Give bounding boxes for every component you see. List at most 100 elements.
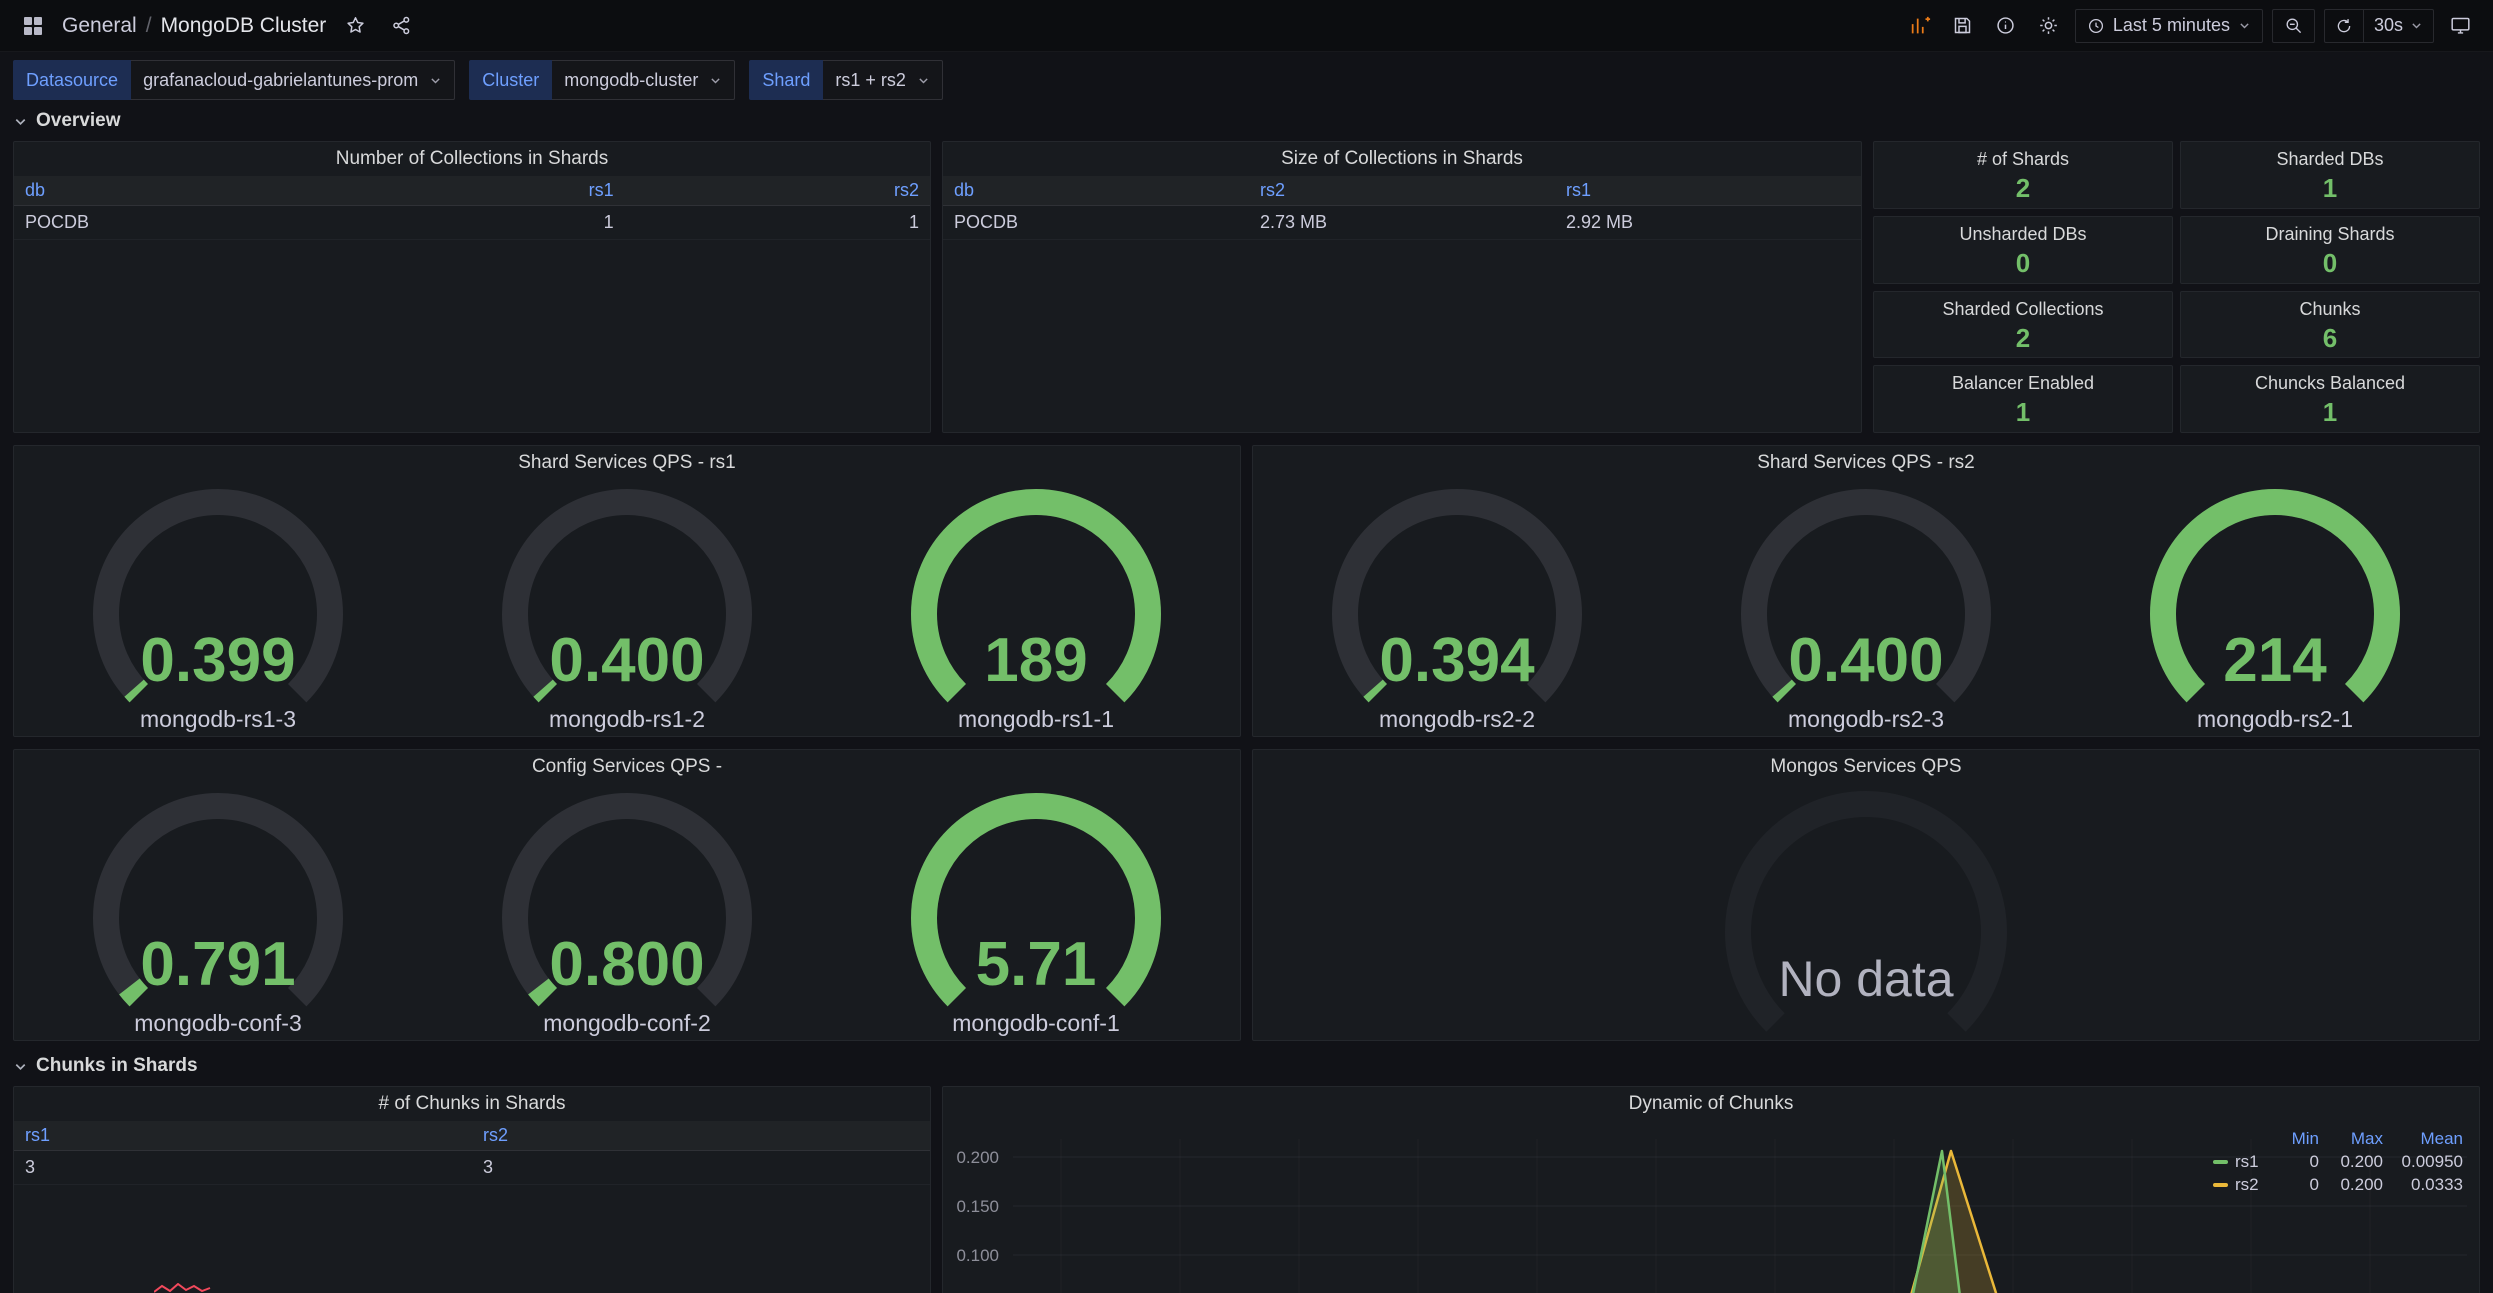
gauge-value-arc	[1772, 679, 1797, 703]
legend-header-mean[interactable]: Mean	[2420, 1129, 2463, 1148]
gauge-mongodb-conf-3: 0.791 mongodb-conf-3	[93, 793, 344, 1036]
gauge-track	[1725, 790, 2007, 1032]
variable-datasource: Datasource grafanacloud-gabrielantunes-pr…	[13, 60, 456, 100]
table-cell: 2.73 MB	[1260, 212, 1328, 232]
apps-grid-icon[interactable]	[16, 9, 50, 43]
gauge-value: 0.399	[141, 626, 296, 695]
gauge-track	[93, 489, 344, 703]
add-panel-button[interactable]	[1903, 9, 1937, 43]
dashboard: Overview Number of Collections in Shards…	[0, 108, 2493, 1293]
gauge-series-label: mongodb-conf-2	[543, 1010, 711, 1036]
view-mode-button[interactable]	[2443, 9, 2477, 43]
panel-config-qps: Config Services QPS - 0.791 mongodb-conf-…	[13, 749, 1241, 1041]
size-table: db rs2 rs1 POCDB 2.73 MB 2.92 MB	[943, 176, 1861, 240]
column-header-db[interactable]: db	[25, 180, 46, 200]
refresh-button[interactable]	[2325, 10, 2363, 42]
gauge-group: 0.394 mongodb-rs2-2 0.400 mongodb-rs2-3 214 m…	[1253, 482, 2479, 734]
time-series-plot[interactable]: 0.200 0.150 0.100	[943, 1121, 2479, 1293]
gauge-track	[1332, 489, 1583, 703]
panel-title[interactable]: Size of Collections in Shards	[1281, 148, 1523, 169]
apps-grid-icon	[24, 16, 42, 35]
stat-panel-balancer-enabled: Balancer Enabled 1	[1873, 365, 2173, 433]
section-overview[interactable]: Overview	[13, 108, 2480, 134]
gauge-series-label: mongodb-rs2-2	[1379, 706, 1535, 732]
variable-value-dropdown[interactable]: mongodb-cluster	[552, 60, 736, 100]
save-icon	[1955, 17, 1971, 34]
variable-value-dropdown[interactable]: rs1 + rs2	[823, 60, 943, 100]
panel-title[interactable]: Shard Services QPS - rs1	[518, 452, 736, 473]
panel-title[interactable]: Balancer Enabled	[1951, 373, 2095, 394]
table-cell: 3	[25, 1157, 36, 1177]
star-button[interactable]	[338, 9, 372, 43]
no-data-text: No data	[1778, 951, 1953, 1007]
panel-title[interactable]: Chunks	[2299, 298, 2361, 319]
legend-series-rs1[interactable]: rs1	[2213, 1150, 2273, 1173]
panel-title[interactable]: Draining Shards	[2265, 223, 2395, 244]
column-header-rs1[interactable]: rs1	[1566, 180, 1592, 200]
panel-title[interactable]: Dynamic of Chunks	[1628, 1093, 1794, 1114]
variable-value-dropdown[interactable]: grafanacloud-gabrielantunes-prom	[131, 60, 456, 100]
legend-header-max[interactable]: Max	[2350, 1129, 2383, 1148]
column-header-rs1[interactable]: rs1	[25, 1125, 51, 1145]
column-header-rs2[interactable]: rs2	[1260, 180, 1286, 200]
legend-row-rs1: rs1 0 0.200 0.00950	[2213, 1150, 2463, 1173]
legend-swatch	[2213, 1159, 2228, 1164]
table-row: POCDB 1 1	[14, 206, 930, 240]
panel-title[interactable]: # of Shards	[1976, 149, 2070, 169]
gauge-cell-mongodb-conf-2: 0.800 mongodb-conf-2	[423, 786, 832, 1038]
share-button[interactable]	[384, 9, 418, 43]
time-range-picker[interactable]: Last 5 minutes	[2074, 8, 2263, 43]
panel-title[interactable]: Shard Services QPS - rs2	[1757, 452, 1975, 473]
table-header-row: db rs2 rs1	[943, 176, 1861, 206]
gauge-mongodb-conf-2: 0.800 mongodb-conf-2	[502, 793, 752, 1036]
panel-title[interactable]: Sharded DBs	[2276, 149, 2384, 169]
dashboard-insights-button[interactable]	[1989, 9, 2023, 43]
column-header-rs2[interactable]: rs2	[893, 180, 919, 200]
legend-series-rs2[interactable]: rs2	[2213, 1173, 2273, 1196]
panel-title[interactable]: # of Chunks in Shards	[378, 1093, 566, 1114]
gauge-value-arc	[533, 679, 558, 703]
table-header-row: rs1 rs2	[14, 1121, 930, 1151]
legend-mean: 0.00950	[2401, 1152, 2463, 1171]
stat-value: 2	[2015, 322, 2031, 353]
column-header-rs2[interactable]: rs2	[483, 1125, 509, 1145]
empty-gauge: No data	[1725, 790, 2007, 1032]
stat-value: 2	[2015, 173, 2031, 203]
stat-value: 1	[2322, 397, 2338, 428]
star-icon	[347, 17, 364, 33]
legend-row-rs2: rs2 0 0.200 0.0333	[2213, 1173, 2463, 1196]
panel-title[interactable]: Unsharded DBs	[1959, 223, 2087, 244]
stat-panel-sharded-dbs: Sharded DBs 1	[2180, 141, 2480, 209]
legend-header-min[interactable]: Min	[2291, 1129, 2319, 1148]
column-header-rs1[interactable]: rs1	[588, 180, 614, 200]
gauge-cell-mongodb-rs1-3: 0.399 mongodb-rs1-3	[14, 482, 423, 734]
panel-title[interactable]: Chuncks Balanced	[2254, 373, 2406, 394]
chevron-down-icon	[431, 77, 440, 84]
gauge-mongodb-rs1-3: 0.399 mongodb-rs1-3	[93, 489, 344, 732]
column-header-db[interactable]: db	[954, 180, 975, 200]
refresh-interval-dropdown[interactable]: 30s	[2362, 9, 2433, 42]
panel-title[interactable]: Mongos Services QPS	[1770, 756, 1962, 777]
panel-title[interactable]: Number of Collections in Shards	[335, 148, 609, 169]
gauge-cell-mongodb-conf-1: 5.71 mongodb-conf-1	[831, 786, 1240, 1038]
refresh-icon	[2337, 18, 2351, 32]
stat-value: 1	[2322, 173, 2338, 203]
section-chunks-in-shards[interactable]: Chunks in Shards	[13, 1053, 2480, 1079]
zoom-out-time-button[interactable]	[2271, 8, 2315, 43]
chevron-down-icon	[15, 1063, 26, 1070]
panel-title[interactable]: Config Services QPS -	[531, 756, 723, 777]
chevron-down-icon	[2412, 23, 2421, 29]
breadcrumb-folder[interactable]: General	[62, 13, 137, 37]
save-dashboard-button[interactable]	[1946, 9, 1980, 43]
chevron-down-icon	[919, 77, 928, 84]
panel-title[interactable]: Sharded Collections	[1942, 298, 2104, 319]
dashboard-settings-button[interactable]	[2032, 9, 2066, 43]
gear-icon	[2040, 17, 2058, 34]
top-nav: General / MongoDB Cluster Last 5 minutes	[0, 0, 2493, 52]
section-title: Chunks in Shards	[36, 1055, 198, 1076]
share-icon	[393, 16, 410, 35]
gauge-group: 0.399 mongodb-rs1-3 0.400 mongodb-rs1-2 189 m…	[14, 482, 1240, 734]
table-cell: 1	[908, 212, 919, 232]
table-header-row: db rs1 rs2	[14, 176, 930, 206]
stat-panel-unsharded-dbs: Unsharded DBs 0	[1873, 215, 2173, 284]
